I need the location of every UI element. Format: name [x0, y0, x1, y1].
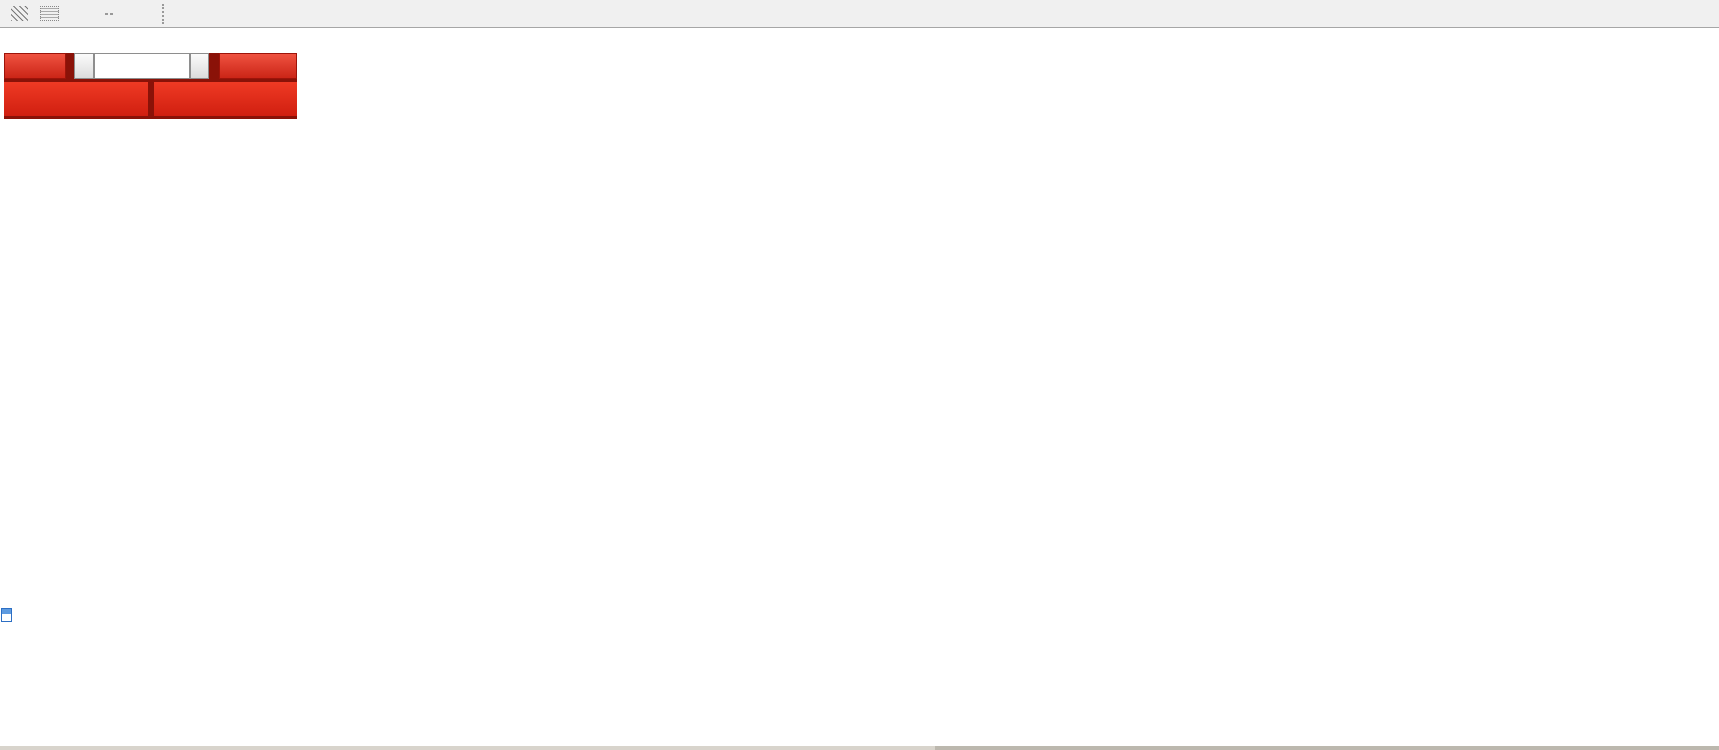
chart-grid-icon[interactable] [36, 3, 62, 25]
indicator-icon [1, 608, 12, 622]
buy-price-tile[interactable] [153, 82, 297, 116]
scrollbar-thumb[interactable] [935, 746, 1719, 750]
volume-decrease-button[interactable] [73, 53, 94, 79]
toolbar-separator [162, 3, 164, 24]
chart-scrollbar[interactable] [0, 746, 1719, 750]
expert-advisors-icon[interactable] [6, 3, 32, 25]
volume-input[interactable] [93, 53, 190, 79]
text-label-icon[interactable] [66, 3, 92, 25]
objects-icon[interactable] [126, 3, 152, 25]
symbol-ohlc-line [7, 36, 32, 50]
sell-button[interactable] [4, 53, 66, 79]
one-click-trade-panel [4, 53, 297, 119]
buy-button[interactable] [219, 53, 297, 79]
toolbar [0, 0, 1719, 28]
text-box-icon[interactable] [96, 3, 122, 25]
sell-price-tile[interactable] [4, 82, 148, 116]
volume-increase-button[interactable] [189, 53, 210, 79]
